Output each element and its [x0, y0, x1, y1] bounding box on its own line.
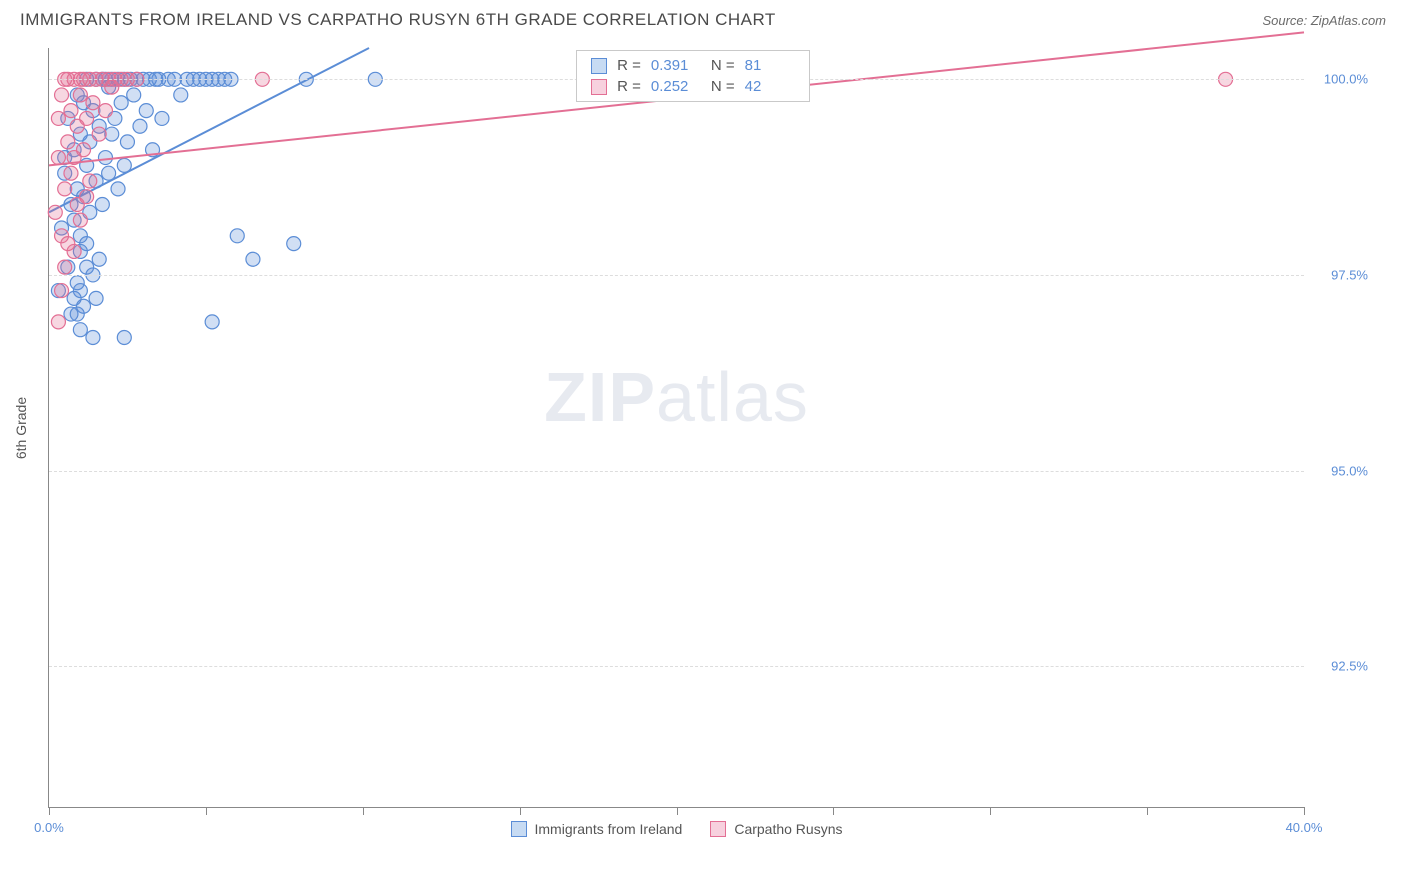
y-tick-label: 95.0%: [1331, 463, 1368, 478]
data-point-ireland: [98, 151, 112, 165]
data-point-carpatho: [86, 96, 100, 110]
data-point-ireland: [139, 104, 153, 118]
legend-swatch-icon: [511, 821, 527, 837]
y-tick-label: 92.5%: [1331, 659, 1368, 674]
stats-r-label: R =: [617, 57, 641, 74]
legend-label: Immigrants from Ireland: [535, 821, 683, 837]
chart-container: 6th Grade ZIPatlas 92.5%95.0%97.5%100.0%…: [48, 48, 1378, 828]
stats-swatch-icon: [591, 79, 607, 95]
data-point-ireland: [133, 119, 147, 133]
y-tick-label: 100.0%: [1324, 72, 1368, 87]
x-tick: [990, 807, 991, 815]
data-point-ireland: [120, 135, 134, 149]
data-point-carpatho: [80, 111, 94, 125]
stats-swatch-icon: [591, 58, 607, 74]
gridline-h: [49, 666, 1304, 667]
data-point-ireland: [246, 252, 260, 266]
data-point-ireland: [174, 88, 188, 102]
x-tick: [1147, 807, 1148, 815]
legend-swatch-icon: [710, 821, 726, 837]
data-point-ireland: [205, 315, 219, 329]
stats-r-value: 0.391: [651, 57, 701, 74]
stats-row-carpatho: R = 0.252 N = 42: [591, 78, 795, 95]
data-point-ireland: [86, 331, 100, 345]
x-tick: [363, 807, 364, 815]
data-point-carpatho: [67, 244, 81, 258]
x-tick: [520, 807, 521, 815]
data-point-ireland: [95, 197, 109, 211]
data-point-carpatho: [92, 127, 106, 141]
data-point-carpatho: [77, 143, 91, 157]
plot-svg: [49, 48, 1304, 807]
y-axis-label: 6th Grade: [13, 396, 29, 458]
legend-item-ireland: Immigrants from Ireland: [511, 821, 683, 837]
chart-title: IMMIGRANTS FROM IRELAND VS CARPATHO RUSY…: [20, 10, 776, 30]
stats-box: R = 0.391 N = 81 R = 0.252 N = 42: [576, 50, 810, 102]
bottom-legend: Immigrants from Ireland Carpatho Rusyns: [511, 821, 843, 837]
data-point-carpatho: [98, 104, 112, 118]
plot-area: 6th Grade ZIPatlas 92.5%95.0%97.5%100.0%…: [48, 48, 1304, 808]
x-tick: [49, 807, 50, 815]
y-tick-label: 97.5%: [1331, 267, 1368, 282]
data-point-ireland: [73, 323, 87, 337]
x-tick: [833, 807, 834, 815]
legend-label: Carpatho Rusyns: [734, 821, 842, 837]
chart-source: Source: ZipAtlas.com: [1262, 13, 1386, 28]
stats-n-label: N =: [711, 78, 735, 95]
data-point-carpatho: [73, 213, 87, 227]
stats-row-ireland: R = 0.391 N = 81: [591, 57, 795, 74]
data-point-carpatho: [61, 135, 75, 149]
stats-n-value: 81: [745, 57, 795, 74]
data-point-ireland: [117, 331, 131, 345]
data-point-carpatho: [73, 88, 87, 102]
data-point-ireland: [80, 237, 94, 251]
stats-n-value: 42: [745, 78, 795, 95]
data-point-ireland: [70, 307, 84, 321]
legend-item-carpatho: Carpatho Rusyns: [710, 821, 842, 837]
data-point-ireland: [155, 111, 169, 125]
data-point-carpatho: [80, 190, 94, 204]
data-point-carpatho: [51, 151, 65, 165]
data-point-ireland: [92, 252, 106, 266]
data-point-ireland: [80, 260, 94, 274]
x-tick: [206, 807, 207, 815]
data-point-ireland: [230, 229, 244, 243]
data-point-ireland: [114, 96, 128, 110]
data-point-ireland: [111, 182, 125, 196]
gridline-h: [49, 275, 1304, 276]
data-point-carpatho: [64, 104, 78, 118]
chart-header: IMMIGRANTS FROM IRELAND VS CARPATHO RUSY…: [0, 0, 1406, 36]
data-point-ireland: [73, 284, 87, 298]
x-tick: [677, 807, 678, 815]
data-point-carpatho: [55, 88, 69, 102]
data-point-ireland: [89, 291, 103, 305]
x-tick-label-left: 0.0%: [34, 820, 64, 835]
data-point-ireland: [127, 88, 141, 102]
stats-n-label: N =: [711, 57, 735, 74]
x-tick: [1304, 807, 1305, 815]
data-point-carpatho: [58, 182, 72, 196]
data-point-carpatho: [48, 205, 62, 219]
gridline-h: [49, 471, 1304, 472]
data-point-carpatho: [83, 174, 97, 188]
stats-r-value: 0.252: [651, 78, 701, 95]
stats-r-label: R =: [617, 78, 641, 95]
data-point-ireland: [105, 127, 119, 141]
data-point-ireland: [287, 237, 301, 251]
data-point-carpatho: [64, 166, 78, 180]
data-point-carpatho: [51, 315, 65, 329]
data-point-carpatho: [58, 260, 72, 274]
x-tick-label-right: 40.0%: [1286, 820, 1323, 835]
data-point-carpatho: [51, 111, 65, 125]
data-point-carpatho: [55, 284, 69, 298]
